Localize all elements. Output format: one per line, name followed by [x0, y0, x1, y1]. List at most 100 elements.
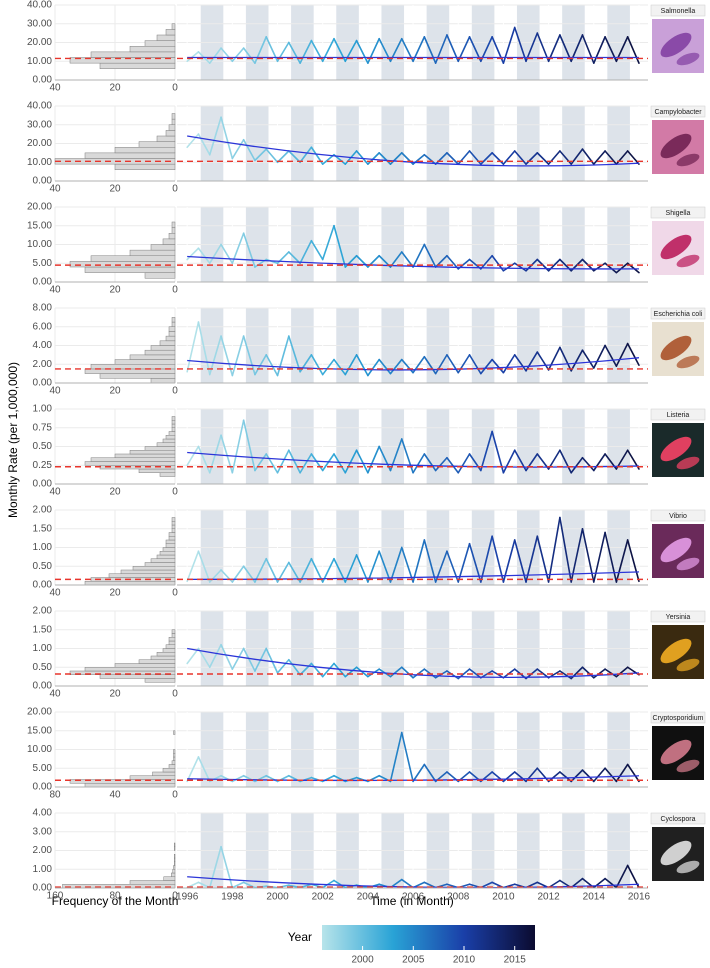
rate-segment [367, 668, 380, 678]
rate-segment [457, 542, 471, 583]
hist-bar [173, 865, 176, 870]
rate-segment [367, 358, 380, 377]
rate-segment [604, 531, 618, 583]
hist-bar [129, 450, 176, 455]
pathogen-image-detail [676, 456, 700, 470]
rate-segment [491, 152, 505, 165]
strip-box [650, 4, 706, 17]
hist-bar [174, 857, 176, 862]
rate-segment [333, 224, 347, 268]
rate-segment [446, 152, 460, 165]
colorbar-tick-label: 2000 [351, 955, 374, 966]
rate-segment [197, 247, 211, 265]
hist-bar [174, 854, 176, 859]
strip-box [650, 105, 706, 118]
hist-x-tick-label: 80 [109, 891, 121, 902]
rate-segment [570, 456, 584, 474]
strip-label: Vibrio [669, 513, 687, 520]
rate-segment [208, 116, 222, 156]
y-tick-label: 0.25 [33, 460, 53, 471]
y-tick-label: 10.00 [27, 56, 52, 67]
hist-bar [171, 113, 176, 120]
rate-segment [254, 557, 268, 583]
y-tick-label: 2.00 [33, 505, 53, 516]
hist-x-tick-label: 0 [172, 285, 178, 296]
rate-segment [570, 527, 584, 583]
rate-segment [536, 767, 550, 783]
y-tick-label: 0.00 [33, 782, 53, 793]
hist-bar [173, 756, 176, 761]
rate-segment [310, 354, 324, 376]
rate-segment [231, 774, 245, 783]
pathogen-image-detail [676, 557, 700, 571]
hist-bar [138, 468, 176, 473]
hist-bar [171, 521, 176, 526]
rate-segment [412, 763, 426, 783]
rate-segment [592, 344, 606, 369]
rate-segment [208, 335, 222, 376]
hist-x-tick-label: 0 [172, 487, 178, 498]
y-tick-label: 0.00 [33, 378, 53, 389]
trend-line [187, 255, 639, 270]
rate-segment [186, 247, 200, 261]
hist-bar [159, 472, 176, 477]
rate-segment [378, 358, 392, 375]
hist-bar [165, 335, 176, 342]
hist-bar [99, 373, 176, 379]
rate-segment [536, 32, 550, 63]
strip-label: Salmonella [661, 8, 696, 15]
rate-segment [581, 456, 595, 472]
y-tick-label: 2.00 [33, 606, 53, 617]
hist-bar [144, 562, 176, 567]
rate-segment [502, 150, 516, 165]
rate-segment [197, 445, 211, 474]
hist-bar [174, 846, 176, 851]
rate-segment [400, 878, 414, 889]
y-tick-label: 0.00 [33, 883, 53, 894]
strip-box [650, 610, 706, 623]
hist-bar [114, 359, 176, 365]
rate-segment [299, 557, 313, 583]
y-tick-label: 0.00 [33, 277, 53, 288]
hist-x-tick-label: 0 [172, 891, 178, 902]
hist-bar [84, 461, 176, 466]
hist-x-tick-label: 40 [49, 285, 61, 296]
hist-x-tick-label: 80 [49, 790, 61, 801]
rate-segment [321, 662, 335, 678]
rate-segment [288, 449, 301, 474]
hist-bar [150, 345, 176, 351]
rate-segment [400, 666, 414, 679]
rate-segment [389, 666, 403, 678]
hist-x-tick-label: 40 [109, 790, 121, 801]
rate-segment [536, 152, 550, 165]
rate-segment [480, 254, 493, 270]
rate-segment [321, 879, 335, 889]
rate-segment [412, 539, 426, 583]
rate-segment [502, 539, 516, 583]
y-tick-label: 0.00 [33, 479, 53, 490]
hist-x-tick-label: 20 [109, 386, 121, 397]
rate-segment [592, 453, 606, 472]
rate-segment [288, 335, 301, 373]
strip-box [650, 509, 706, 522]
y-tick-label: 40.00 [27, 101, 52, 112]
hist-bar [99, 674, 176, 679]
hist-bar [163, 876, 176, 881]
hist-bar [171, 416, 176, 421]
y-tick-label: 5.00 [33, 763, 53, 774]
hist-bar [129, 354, 176, 360]
hist-bar [168, 124, 176, 131]
rate-segment [197, 133, 211, 156]
hist-bar [171, 517, 176, 522]
y-tick-label: 1.50 [33, 624, 53, 635]
rate-segment [491, 535, 505, 583]
rate-segment [446, 456, 460, 474]
rate-segment [559, 346, 572, 372]
rate-segment [299, 662, 313, 676]
hist-bar [165, 543, 176, 548]
rate-segment [626, 539, 640, 583]
hist-bar [84, 368, 176, 374]
hist-bar [171, 528, 176, 533]
rate-segment [581, 349, 595, 369]
rate-segment [265, 453, 279, 474]
